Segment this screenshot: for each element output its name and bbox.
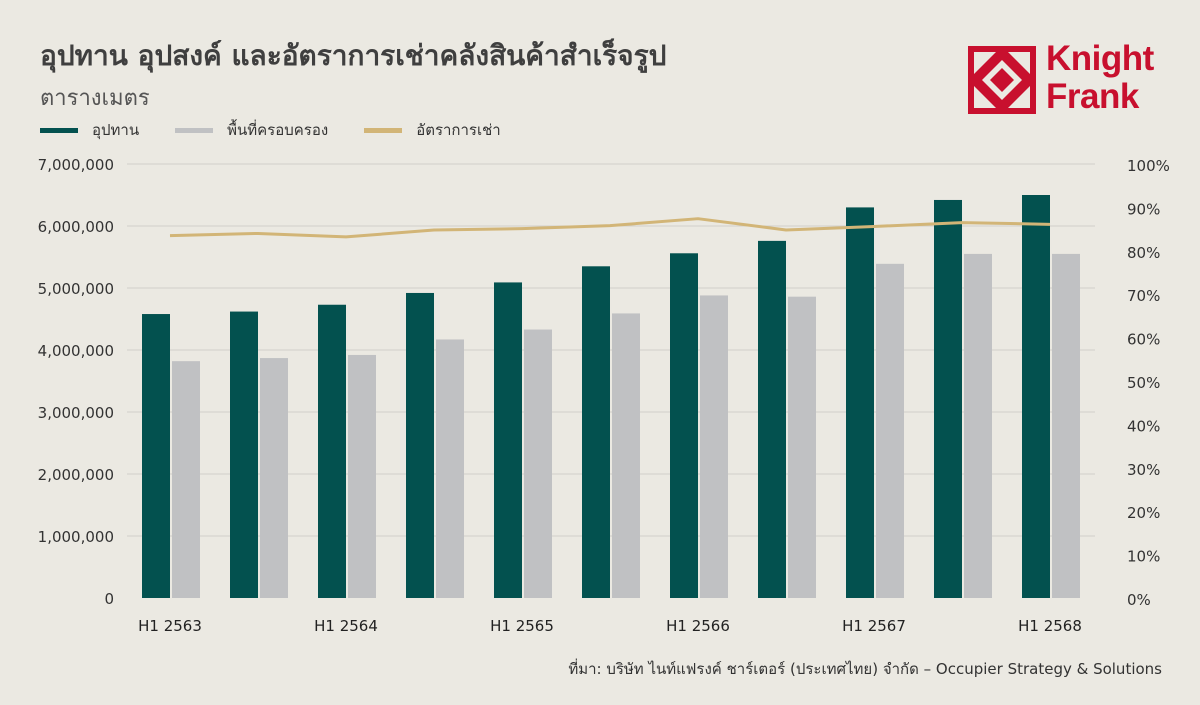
bar-occupied bbox=[964, 253, 992, 598]
x-tick-label: H1 2567 bbox=[842, 617, 906, 635]
bars bbox=[142, 195, 1080, 598]
bar-occupied bbox=[172, 361, 200, 598]
y-left-tick-label: 5,000,000 bbox=[38, 280, 114, 298]
bar-supply bbox=[142, 314, 170, 598]
y-left-tick-label: 3,000,000 bbox=[38, 404, 114, 422]
bar-supply bbox=[846, 207, 874, 598]
legend-swatch-occupied bbox=[175, 127, 214, 133]
y-right-tick-label: 0% bbox=[1127, 591, 1151, 609]
y-left-tick-label: 1,000,000 bbox=[38, 528, 114, 546]
legend-swatch-rate bbox=[364, 127, 403, 133]
bar-supply bbox=[318, 304, 346, 598]
y-right-tick-label: 50% bbox=[1127, 374, 1160, 392]
bar-occupied bbox=[700, 295, 728, 598]
bar-supply bbox=[1022, 195, 1050, 598]
rate-series-line bbox=[169, 217, 1051, 239]
gridlines bbox=[127, 163, 1095, 537]
x-tick-label: H1 2566 bbox=[666, 617, 730, 635]
y-right-tick-label: 90% bbox=[1127, 200, 1160, 218]
y-right-tick-label: 80% bbox=[1127, 244, 1160, 262]
bar-supply bbox=[758, 240, 786, 598]
x-tick-label: H1 2564 bbox=[314, 617, 378, 635]
bar-supply bbox=[934, 199, 962, 598]
y-right-tick-label: 20% bbox=[1127, 504, 1160, 522]
bar-supply bbox=[670, 253, 698, 598]
y-right-tick-label: 100% bbox=[1127, 157, 1170, 175]
bar-occupied bbox=[260, 358, 288, 598]
logo-wordmark: Knight Frank bbox=[1046, 40, 1154, 116]
legend-label-occupied: พื้นที่ครอบครอง bbox=[227, 121, 329, 139]
bar-occupied bbox=[436, 339, 464, 598]
y-right-tick-label: 40% bbox=[1127, 417, 1160, 435]
y-right-tick-label: 70% bbox=[1127, 287, 1160, 305]
bar-occupied bbox=[876, 263, 904, 598]
bar-supply bbox=[406, 292, 434, 598]
bar-occupied bbox=[788, 296, 816, 598]
y-axis-right: 0% 10% 20% 30% 40% 50% 60% 70% 80% 90% 100% bbox=[1127, 157, 1170, 609]
y-axis-left: 0 1,000,000 2,000,000 3,000,000 4,000,000 5,0… bbox=[38, 156, 114, 608]
bar-supply bbox=[582, 266, 610, 598]
bar-occupied bbox=[612, 313, 640, 598]
logo-mark-icon bbox=[968, 46, 1036, 114]
bar-occupied bbox=[348, 354, 376, 598]
legend-item-occupied: พื้นที่ครอบครอง bbox=[175, 118, 328, 142]
y-left-tick-label: 6,000,000 bbox=[38, 218, 114, 236]
legend-label-supply: อุปทาน bbox=[92, 121, 140, 139]
y-left-tick-label: 2,000,000 bbox=[38, 466, 114, 484]
rate-line bbox=[169, 217, 1051, 239]
bar-supply bbox=[494, 282, 522, 598]
x-tick-label: H1 2565 bbox=[490, 617, 554, 635]
y-left-tick-label: 7,000,000 bbox=[38, 156, 114, 174]
source-note: ที่มา: บริษัท ไนท์แฟรงค์ ชาร์เตอร์ (ประเ… bbox=[568, 660, 1162, 678]
y-right-tick-label: 60% bbox=[1127, 331, 1160, 349]
bar-occupied bbox=[1052, 253, 1080, 598]
legend-item-rate: อัตราการเช่า bbox=[364, 118, 501, 142]
y-right-tick-label: 30% bbox=[1127, 461, 1160, 479]
logo-word-frank: Frank bbox=[1046, 77, 1139, 116]
chart-title: อุปทาน อุปสงค์ และอัตราการเช่าคลังสินค้า… bbox=[40, 39, 667, 72]
x-tick-label: H1 2568 bbox=[1018, 617, 1082, 635]
logo-word-knight: Knight bbox=[1046, 39, 1154, 78]
chart-subtitle: ตารางเมตร bbox=[40, 86, 150, 111]
legend-item-supply: อุปทาน bbox=[40, 118, 139, 142]
bar-occupied bbox=[524, 329, 552, 598]
y-left-tick-label: 0 bbox=[104, 590, 114, 608]
y-left-tick-label: 4,000,000 bbox=[38, 342, 114, 360]
legend: อุปทาน พื้นที่ครอบครอง อัตราการเช่า bbox=[40, 118, 537, 142]
x-tick-label: H1 2563 bbox=[138, 617, 202, 635]
bar-supply bbox=[230, 311, 258, 598]
legend-label-rate: อัตราการเช่า bbox=[416, 121, 501, 139]
knight-frank-logo bbox=[968, 46, 1036, 114]
x-axis: H1 2563 H1 2564 H1 2565 H1 2566 H1 2567 H1 25… bbox=[138, 617, 1082, 635]
legend-swatch-supply bbox=[40, 127, 78, 133]
y-right-tick-label: 10% bbox=[1127, 548, 1160, 566]
